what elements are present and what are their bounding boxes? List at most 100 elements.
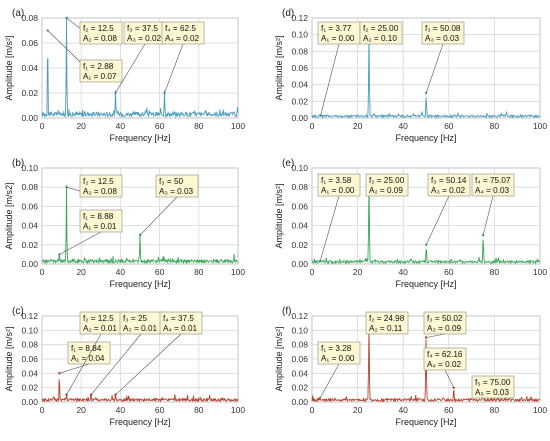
y-tick-label: 0.00: [21, 259, 38, 269]
callout-box: [161, 21, 205, 45]
y-tick-label: 0.12: [291, 13, 308, 23]
x-tick-label: 0: [310, 267, 315, 277]
callout-box: [471, 375, 515, 399]
callout-box: [79, 59, 123, 83]
callout-leader: [482, 195, 494, 236]
callout-leader: [319, 195, 340, 262]
x-tick-label: 40: [398, 405, 408, 415]
callout-box: [155, 174, 199, 198]
peak-data-label: A₂ = 0.09: [369, 186, 403, 195]
y-tick-label: 0.12: [21, 311, 38, 321]
y-tick-label: 0.06: [291, 354, 308, 364]
callout-box: [159, 311, 203, 335]
peak-data-label: f₄ = 62.5: [165, 24, 196, 33]
peak-data-label: A₅ = 0.03: [475, 388, 509, 397]
y-tick-label: 0.10: [21, 325, 38, 335]
callout-box: [79, 174, 123, 198]
x-tick-label: 60: [444, 405, 454, 415]
panel-f: 0.00 0.02 0.04 0.06 0.08 0.10 0.12 0 20 40 60 80 100…: [274, 306, 547, 427]
spectrum-line: [311, 33, 541, 119]
callout-leader: [115, 333, 182, 396]
panel-c: 0.00 0.02 0.04 0.06 0.08 0.10 0.12 0 20 40 60 80 100…: [4, 306, 245, 427]
x-tick-label: 100: [533, 405, 547, 415]
x-tick-label: 80: [194, 267, 204, 277]
peak-data-label: A₄ = 0.01: [163, 324, 198, 333]
peak-data-label: f₄ = 62.16: [427, 350, 463, 359]
x-tick-label: 20: [353, 267, 363, 277]
peak-data-label: f₄ = 37.5: [163, 314, 194, 323]
x-tick-label: 20: [76, 405, 86, 415]
peak-data-label: f₁ = 3.77: [321, 24, 352, 33]
spectrum-line: [41, 17, 239, 119]
callout-leader: [59, 363, 90, 374]
x-tick-label: 20: [353, 121, 363, 131]
peak-data-label: A₄ = 0.02: [427, 360, 462, 369]
peak-data-label: f₁ = 8.84: [71, 344, 102, 353]
peak-data-label: f₂ = 12.5: [83, 177, 114, 186]
y-tick-label: 0.04: [291, 221, 308, 231]
callout-leader: [426, 195, 450, 245]
x-tick-label: 100: [533, 267, 547, 277]
peak-data-label: A₃ = 0.02: [431, 186, 466, 195]
peak-data-label: f₃ = 37.5: [127, 24, 158, 33]
y-tick-label: 0.12: [291, 311, 308, 321]
callout-box: [79, 21, 123, 45]
panel-b: 0.00 0.02 0.04 0.06 0.08 0.10 0 20 40 60 80 100 Freq…: [4, 158, 245, 289]
callout-leader: [115, 43, 146, 94]
x-tick-label: 0: [310, 405, 315, 415]
y-tick-label: 0.06: [21, 201, 38, 211]
peak-data-label: A₁ = 0.01: [83, 222, 117, 231]
y-tick-label: 0.08: [291, 182, 308, 192]
panel-label: (f): [282, 306, 291, 317]
x-axis-label: Frequency [Hz]: [109, 279, 170, 289]
peak-data-label: f₂ = 12.5: [83, 24, 114, 33]
x-tick-label: 0: [40, 267, 45, 277]
x-tick-label: 20: [353, 405, 363, 415]
x-tick-label: 100: [533, 121, 547, 131]
callout-box: [471, 173, 515, 197]
peak-data-label: A₁ = 0.00: [321, 34, 355, 43]
peak-data-label: A₃ = 0.01: [123, 324, 158, 333]
y-tick-label: 0.08: [21, 340, 38, 350]
peak-data-label: f₁ = 8.88: [83, 212, 114, 221]
peak-data-label: A₃ = 0.09: [427, 324, 462, 333]
y-tick-label: 0.04: [291, 80, 308, 90]
x-tick-label: 20: [76, 121, 86, 131]
x-tick-label: 20: [76, 267, 86, 277]
peak-data-label: A₁ = 0.04: [71, 354, 105, 363]
x-axis-label: Frequency [Hz]: [395, 279, 456, 289]
x-tick-label: 60: [155, 405, 165, 415]
peak-data-label: f₅ = 75.00: [475, 378, 511, 387]
plot-frame: [41, 167, 239, 265]
callout-leader: [444, 369, 454, 388]
peak-data-label: A₃ = 0.03: [159, 187, 194, 196]
peak-data-label: A₂ = 0.11: [369, 324, 403, 333]
spectrum-line: [311, 176, 540, 265]
peak-data-label: A₂ = 0.10: [363, 34, 397, 43]
x-tick-label: 0: [40, 405, 45, 415]
y-tick-label: 0.08: [21, 182, 38, 192]
y-tick-label: 0.08: [21, 13, 38, 23]
x-tick-label: 40: [116, 405, 126, 415]
callout-box: [423, 311, 467, 335]
y-tick-label: 0.10: [291, 325, 308, 335]
y-axis-label: Amplitude [m/s²]: [274, 183, 284, 248]
x-tick-label: 80: [490, 121, 500, 131]
callout-box: [365, 173, 409, 197]
y-tick-label: 0.02: [291, 240, 308, 250]
panel-label: (c): [12, 306, 24, 317]
callout-leader: [164, 43, 184, 94]
y-tick-label: 0.02: [291, 383, 308, 393]
peak-point: [319, 114, 322, 117]
x-tick-label: 60: [444, 267, 454, 277]
y-tick-label: 0.04: [21, 368, 38, 378]
spectrum-line: [41, 185, 239, 265]
y-tick-label: 0.06: [21, 38, 38, 48]
x-tick-label: 80: [194, 121, 204, 131]
callout-box: [421, 21, 465, 45]
callout-box: [317, 341, 361, 365]
y-axis-label: Amplitude [m/s²]: [4, 326, 14, 391]
y-tick-label: 0.02: [21, 240, 38, 250]
peak-data-label: f₃ = 50.08: [425, 24, 461, 33]
